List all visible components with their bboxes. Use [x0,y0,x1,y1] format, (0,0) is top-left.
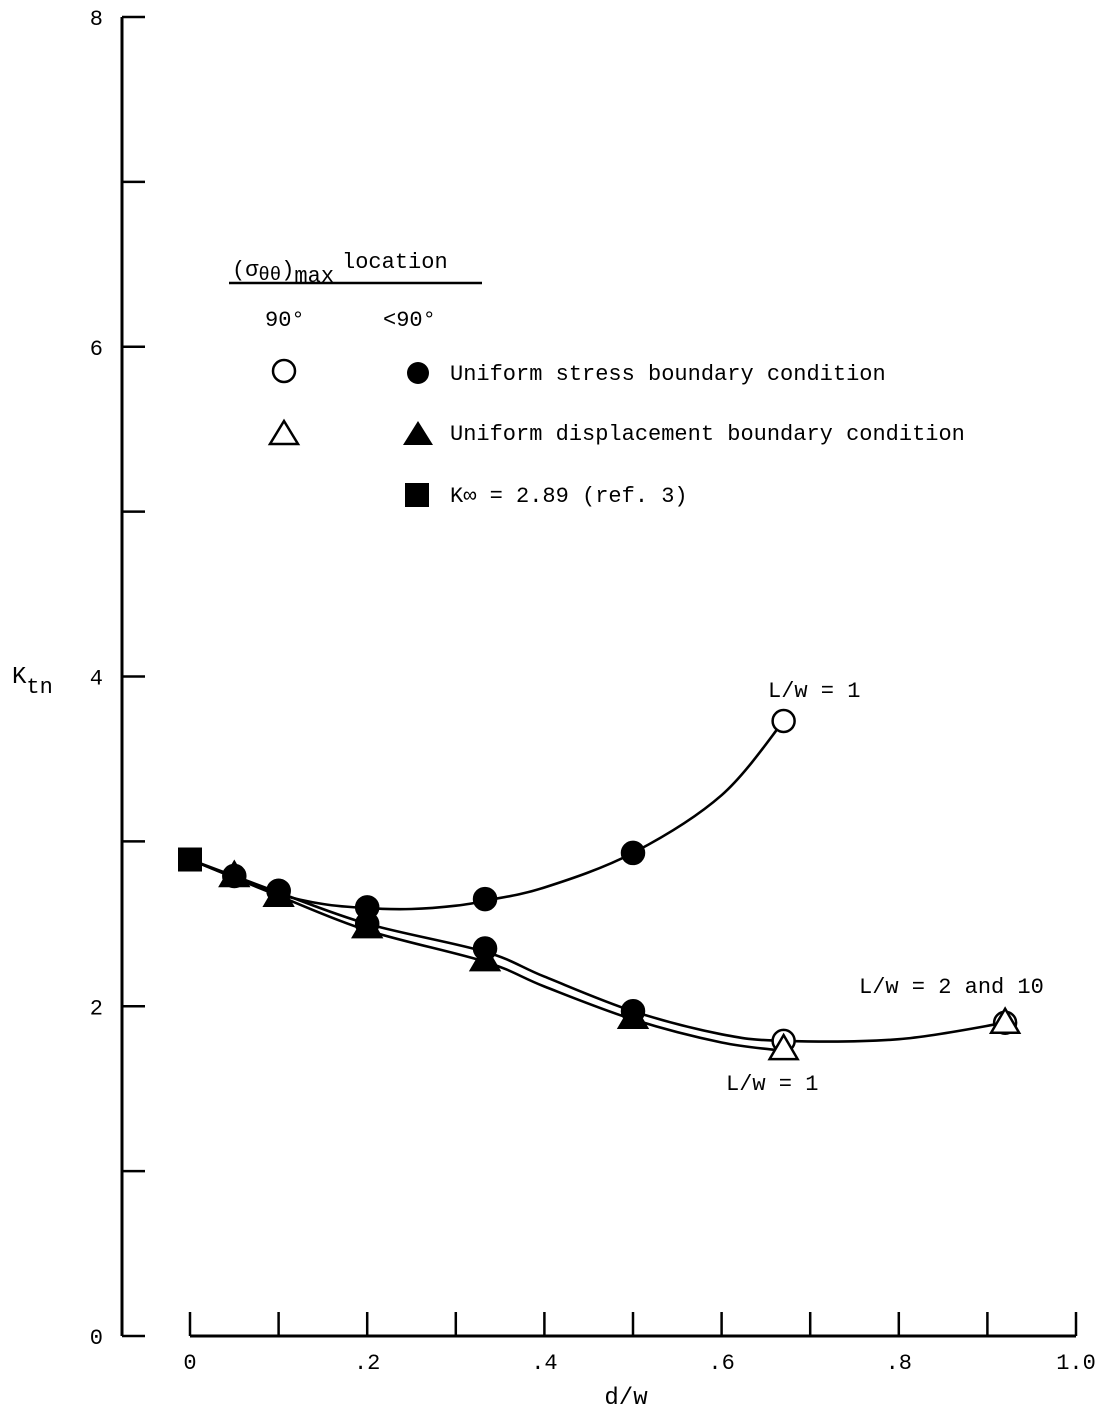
legend-row-kinf: K∞ = 2.89 (ref. 3) [450,484,688,509]
data-point-filled-triangle-s3 [468,943,502,972]
series-line-2 [189,858,1006,1043]
data-point-filled-triangle-s3 [616,1001,650,1030]
legend-square-marker [405,483,429,507]
data-point-filled-triangle-s3 [351,910,384,939]
legend-row-displacement: Uniform displacement boundary condition [450,422,965,447]
axes [120,17,1076,1338]
y-ticks: 0 2 4 6 8 [90,7,145,1351]
data-point-filled-circle-s1 [472,886,498,912]
data-point-filled-circle-s1 [620,840,646,866]
x-tick-label: 0 [183,1351,196,1376]
x-tick-label: .8 [886,1351,912,1376]
y-tick-label: 4 [90,667,103,692]
legend-col-lt90: <90° [383,308,436,333]
x-ticks: 0 .2 .4 .6 .8 1.0 [183,1312,1096,1376]
y-tick-label: 8 [90,7,103,32]
curves [189,720,1006,1053]
y-tick-label: 2 [90,996,103,1021]
data-point-reference-square [178,847,202,872]
legend-filled-triangle-marker [403,421,433,445]
legend: (σθθ)maxlocation 90° <90° Uniform stress… [229,250,965,509]
annotation-bottom: L/w = 1 [726,1072,818,1097]
y-tick-label: 0 [90,1326,103,1351]
legend-open-triangle-marker [267,418,301,446]
data-point-filled-triangle-s3 [262,879,295,908]
legend-open-circle-marker [271,358,297,384]
annotation-right: L/w = 2 and 10 [859,975,1044,1000]
data-point-open-circle-s1 [771,708,796,734]
x-tick-label: .2 [354,1351,380,1376]
y-tick-label: 6 [90,337,103,362]
markers [178,708,1022,1061]
legend-col-90: 90° [265,308,305,333]
legend-row-stress: Uniform stress boundary condition [450,362,886,387]
x-axis-label: d/w [604,1385,648,1412]
x-tick-label: 1.0 [1056,1351,1096,1376]
y-axis-label: Ktn [12,664,53,700]
annotation-top-curve: L/w = 1 [768,679,860,704]
data-point-open-triangle-s3 [767,1032,800,1061]
x-tick-label: .4 [531,1351,557,1376]
x-tick-label: .6 [708,1351,734,1376]
data-point-open-triangle-s3 [988,1006,1022,1034]
data-point-filled-triangle-s3 [218,859,251,888]
legend-filled-circle-marker [407,362,429,384]
